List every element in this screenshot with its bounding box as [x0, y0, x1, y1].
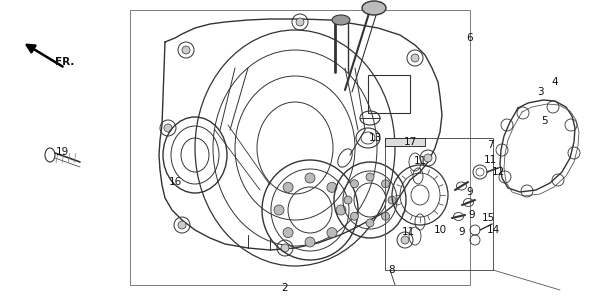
Ellipse shape — [382, 212, 389, 220]
Text: FR.: FR. — [55, 57, 75, 67]
Text: 8: 8 — [389, 265, 395, 275]
Text: 13: 13 — [368, 133, 382, 143]
Ellipse shape — [164, 124, 172, 132]
Text: 7: 7 — [487, 140, 493, 150]
Text: 16: 16 — [168, 177, 182, 187]
Text: 12: 12 — [491, 167, 504, 177]
Bar — [385, 138, 493, 270]
Ellipse shape — [178, 221, 186, 229]
Bar — [385, 138, 425, 146]
Ellipse shape — [350, 180, 359, 188]
Text: 10: 10 — [434, 225, 447, 235]
Text: 3: 3 — [537, 87, 543, 97]
Ellipse shape — [281, 244, 289, 252]
Bar — [368, 75, 410, 113]
Ellipse shape — [366, 173, 374, 181]
Ellipse shape — [411, 54, 419, 62]
Ellipse shape — [336, 205, 346, 215]
Text: 5: 5 — [542, 116, 548, 126]
Ellipse shape — [350, 212, 359, 220]
Ellipse shape — [388, 196, 396, 204]
Text: 9: 9 — [468, 210, 476, 220]
Ellipse shape — [327, 228, 337, 237]
Ellipse shape — [401, 236, 409, 244]
Ellipse shape — [283, 182, 293, 192]
Bar — [130, 10, 470, 285]
Text: 19: 19 — [55, 147, 68, 157]
Ellipse shape — [332, 15, 350, 25]
Ellipse shape — [182, 46, 190, 54]
Ellipse shape — [327, 182, 337, 192]
Ellipse shape — [382, 180, 389, 188]
Ellipse shape — [362, 1, 386, 15]
Ellipse shape — [283, 228, 293, 237]
Text: 15: 15 — [481, 213, 494, 223]
Text: 11: 11 — [401, 227, 415, 237]
Text: 6: 6 — [467, 33, 473, 43]
Ellipse shape — [344, 196, 352, 204]
Text: 4: 4 — [552, 77, 558, 87]
Text: 11: 11 — [414, 156, 427, 166]
Ellipse shape — [305, 237, 315, 247]
Ellipse shape — [305, 173, 315, 183]
Ellipse shape — [424, 154, 432, 162]
Text: 9: 9 — [458, 227, 466, 237]
Text: 9: 9 — [467, 187, 473, 197]
Text: 2: 2 — [281, 283, 289, 293]
Text: 11: 11 — [483, 155, 497, 165]
Text: 17: 17 — [404, 137, 417, 147]
Ellipse shape — [274, 205, 284, 215]
Text: 14: 14 — [486, 225, 500, 235]
Ellipse shape — [366, 219, 374, 227]
Ellipse shape — [296, 18, 304, 26]
